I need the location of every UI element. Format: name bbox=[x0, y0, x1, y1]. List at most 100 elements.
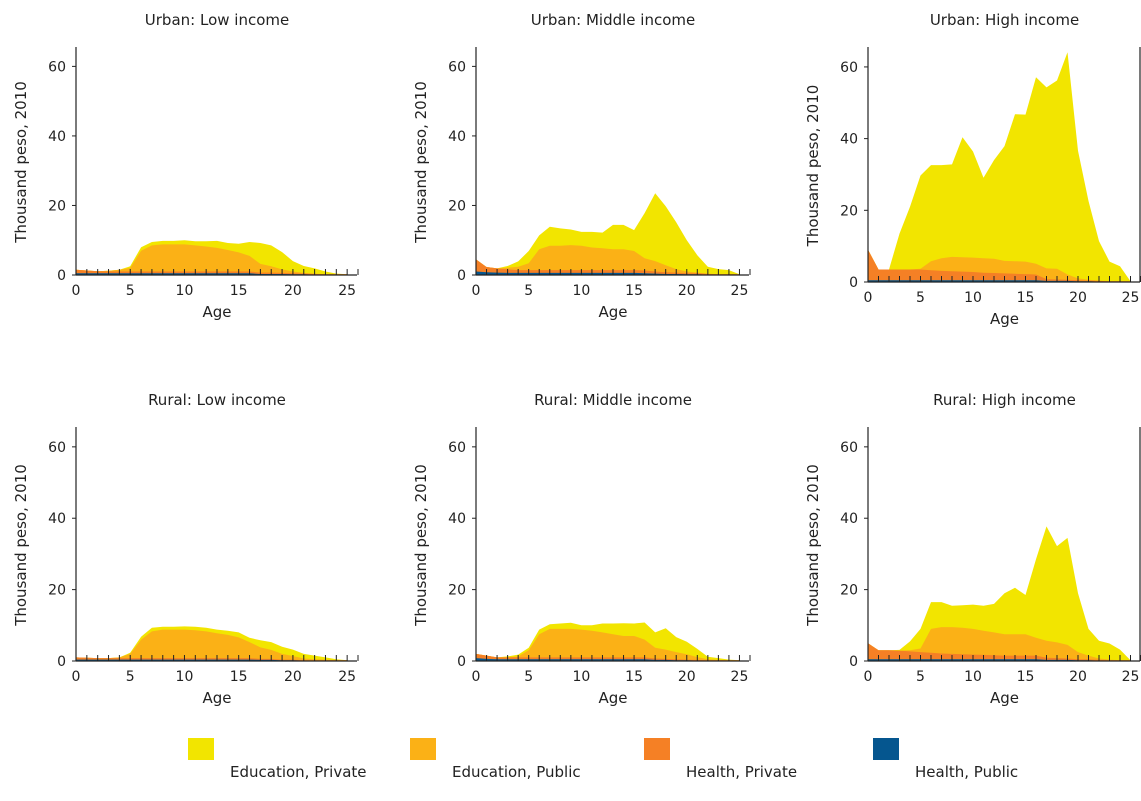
chart-panel-6: 0 20 40 60 0 5 10 15 20 25 Rural: High income Age Th… bbox=[804, 391, 1141, 707]
x-axis-label: Age bbox=[598, 303, 627, 321]
x-tick-label: 25 bbox=[338, 669, 356, 685]
chart-panel-5: 0 20 40 60 0 5 10 15 20 25 Rural: Middle income Age… bbox=[412, 391, 751, 707]
area-education-public bbox=[868, 627, 1131, 661]
y-tick-label: 60 bbox=[840, 440, 858, 456]
x-tick-label: 15 bbox=[625, 283, 643, 299]
y-tick-label: 20 bbox=[840, 203, 858, 219]
x-tick-label: 0 bbox=[472, 283, 481, 299]
y-tick-label: 60 bbox=[448, 440, 466, 456]
y-tick-label: 60 bbox=[448, 59, 466, 75]
legend-label: Education, Public bbox=[452, 763, 581, 781]
x-tick-label: 25 bbox=[338, 283, 356, 299]
x-tick-label: 15 bbox=[230, 283, 248, 299]
chart-panel-1: 0 20 40 60 0 5 10 15 20 25 Urban: Low income Age Tho… bbox=[12, 11, 359, 321]
chart-panel-4: 0 20 40 60 0 5 10 15 20 25 Rural: Low income Age Tho… bbox=[12, 391, 359, 707]
x-tick-label: 0 bbox=[472, 669, 481, 685]
y-tick-label: 40 bbox=[448, 129, 466, 145]
panel-title: Urban: Middle income bbox=[531, 11, 695, 29]
x-tick-label: 20 bbox=[284, 283, 302, 299]
y-tick-label: 60 bbox=[48, 440, 66, 456]
x-tick-label: 20 bbox=[678, 669, 696, 685]
x-tick-label: 5 bbox=[916, 669, 925, 685]
legend-item: Health, Public bbox=[873, 738, 1018, 781]
x-tick-label: 25 bbox=[1122, 290, 1140, 306]
y-tick-label: 40 bbox=[48, 129, 66, 145]
legend-item: Education, Private bbox=[188, 738, 367, 781]
y-tick-label: 20 bbox=[448, 198, 466, 214]
panel-title: Rural: Low income bbox=[148, 391, 286, 409]
legend-label: Health, Public bbox=[915, 763, 1018, 781]
y-tick-label: 40 bbox=[840, 132, 858, 148]
x-tick-label: 0 bbox=[72, 283, 81, 299]
y-tick-label: 40 bbox=[48, 511, 66, 527]
legend-swatch bbox=[873, 738, 899, 760]
y-tick-label: 0 bbox=[849, 275, 858, 291]
y-tick-label: 20 bbox=[840, 583, 858, 599]
x-tick-label: 5 bbox=[524, 669, 533, 685]
area-education-public bbox=[76, 629, 348, 661]
y-tick-label: 0 bbox=[457, 654, 466, 670]
panel-title: Rural: High income bbox=[933, 391, 1076, 409]
legend-swatch bbox=[410, 738, 436, 760]
area-health-private bbox=[476, 259, 740, 275]
area-education-private bbox=[868, 52, 1131, 283]
x-tick-label: 20 bbox=[678, 283, 696, 299]
x-tick-label: 0 bbox=[864, 669, 873, 685]
y-axis-label: Thousand peso, 2010 bbox=[12, 81, 30, 244]
legend-label: Education, Private bbox=[230, 763, 367, 781]
x-axis-label: Age bbox=[598, 689, 627, 707]
x-tick-label: 20 bbox=[1069, 669, 1087, 685]
x-tick-label: 5 bbox=[126, 283, 135, 299]
x-tick-label: 15 bbox=[625, 669, 643, 685]
x-tick-label: 15 bbox=[1017, 669, 1035, 685]
area-education-public bbox=[476, 628, 740, 661]
y-tick-label: 0 bbox=[849, 654, 858, 670]
x-tick-label: 15 bbox=[1017, 290, 1035, 306]
y-tick-label: 0 bbox=[57, 654, 66, 670]
x-tick-label: 10 bbox=[176, 283, 194, 299]
x-tick-label: 25 bbox=[1122, 669, 1140, 685]
y-axis-label: Thousand peso, 2010 bbox=[804, 464, 822, 627]
area-education-private bbox=[868, 526, 1131, 661]
y-tick-label: 0 bbox=[457, 268, 466, 284]
x-tick-label: 5 bbox=[126, 669, 135, 685]
legend-item: Education, Public bbox=[410, 738, 581, 781]
legend-swatch bbox=[188, 738, 214, 760]
area-education-public bbox=[76, 244, 348, 275]
chart-panel-2: 0 20 40 60 0 5 10 15 20 25 Urban: Middle income Age… bbox=[412, 11, 751, 321]
y-axis-label: Thousand peso, 2010 bbox=[412, 464, 430, 627]
x-tick-label: 10 bbox=[964, 290, 982, 306]
y-tick-label: 40 bbox=[840, 511, 858, 527]
area-education-public bbox=[476, 245, 740, 275]
panel-title: Urban: High income bbox=[930, 11, 1079, 29]
panel-title: Rural: Middle income bbox=[534, 391, 692, 409]
x-axis-label: Age bbox=[202, 303, 231, 321]
area-health-public bbox=[476, 271, 740, 275]
y-tick-label: 60 bbox=[48, 59, 66, 75]
x-axis-label: Age bbox=[990, 689, 1019, 707]
x-tick-label: 10 bbox=[176, 669, 194, 685]
y-axis-label: Thousand peso, 2010 bbox=[804, 85, 822, 248]
x-tick-label: 10 bbox=[964, 669, 982, 685]
y-axis-label: Thousand peso, 2010 bbox=[412, 81, 430, 244]
legend: Education, Private Education, Public Healt… bbox=[188, 738, 1018, 781]
y-axis-label: Thousand peso, 2010 bbox=[12, 464, 30, 627]
x-tick-label: 0 bbox=[72, 669, 81, 685]
x-tick-label: 10 bbox=[572, 283, 590, 299]
y-tick-label: 40 bbox=[448, 511, 466, 527]
x-tick-label: 15 bbox=[230, 669, 248, 685]
chart-panel-3: 0 20 40 60 0 5 10 15 20 25 Urban: High income Age Th… bbox=[804, 11, 1141, 328]
legend-swatch bbox=[644, 738, 670, 760]
y-tick-label: 60 bbox=[840, 60, 858, 76]
area-health-public bbox=[476, 658, 740, 661]
x-tick-label: 25 bbox=[731, 283, 749, 299]
y-tick-label: 20 bbox=[448, 583, 466, 599]
x-tick-label: 10 bbox=[572, 669, 590, 685]
area-health-private bbox=[868, 643, 1131, 661]
x-tick-label: 20 bbox=[284, 669, 302, 685]
legend-item: Health, Private bbox=[644, 738, 797, 781]
x-axis-label: Age bbox=[990, 310, 1019, 328]
y-tick-label: 0 bbox=[57, 268, 66, 284]
x-tick-label: 5 bbox=[916, 290, 925, 306]
x-tick-label: 25 bbox=[731, 669, 749, 685]
